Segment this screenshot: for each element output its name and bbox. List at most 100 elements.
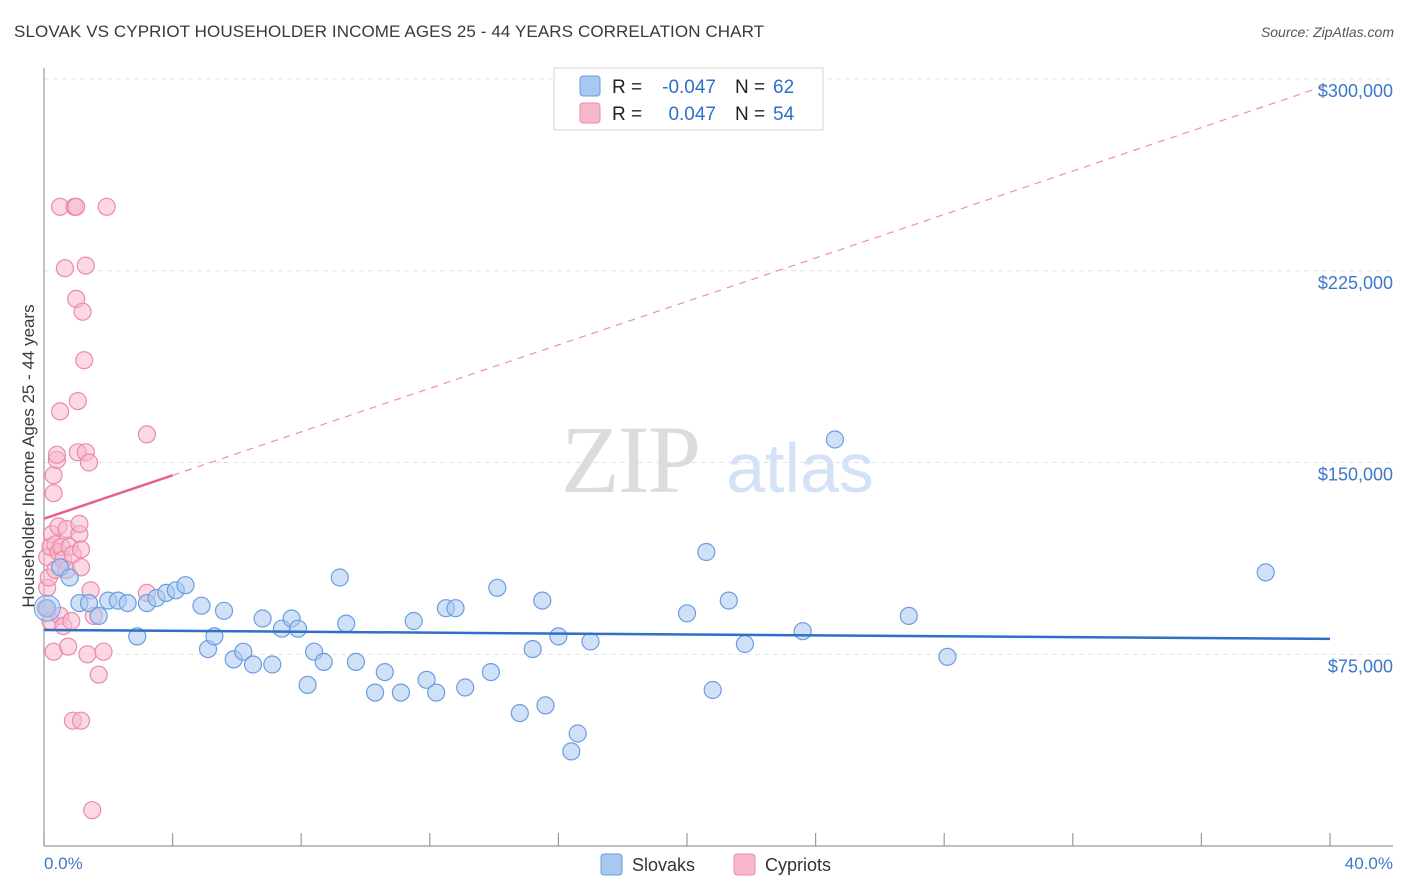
- trend-lines: [43, 83, 1331, 641]
- cypriots-point-40: [73, 302, 92, 321]
- slovaks-point-40: [446, 599, 465, 618]
- cypriots-point-50: [94, 642, 113, 661]
- slovaks-point-38: [427, 683, 446, 702]
- slovaks-point-54: [703, 680, 722, 700]
- bottom-legend-swatch-cypriots: [733, 853, 756, 876]
- slovaks-point-5: [89, 606, 108, 626]
- slovaks-point-49: [562, 742, 581, 761]
- watermark-zip: ZIP: [561, 406, 699, 513]
- slovaks-point-37: [417, 670, 436, 689]
- legend-n-value-1: 62: [773, 77, 794, 98]
- slovaks-point-27: [298, 675, 317, 695]
- slovaks-point-35: [391, 683, 410, 702]
- slovaks-trend-line: [43, 628, 1331, 641]
- slovaks-point-52: [677, 604, 697, 623]
- cypriots-point-8: [44, 466, 63, 485]
- y-tick-label-3: $300,000: [1318, 81, 1393, 101]
- x-tick-label-max: 40.0%: [1345, 854, 1393, 873]
- cypriots-point-9: [44, 484, 63, 503]
- legend-r-label-2: R =: [612, 104, 642, 125]
- cypriots-point-44: [78, 645, 97, 664]
- cypriots-trend-extension: [172, 83, 1331, 476]
- slovaks-point-56: [735, 634, 755, 654]
- slovaks-point-4: [79, 593, 99, 613]
- cypriots-points: [36, 197, 156, 820]
- slovaks-point-47: [536, 696, 555, 715]
- slovaks-point-48: [549, 627, 568, 646]
- slovaks-point-60: [938, 647, 957, 666]
- legend-r-value-1: -0.047: [662, 77, 716, 98]
- legend-swatch-slovaks: [579, 75, 601, 97]
- slovaks-point-53: [697, 542, 716, 562]
- slovaks-point-36: [404, 611, 423, 631]
- slovaks-point-20: [234, 642, 253, 661]
- slovaks-point-22: [253, 609, 272, 628]
- cypriots-point-27: [62, 611, 81, 631]
- slovaks-point-51: [581, 632, 600, 651]
- slovaks-point-32: [346, 652, 365, 672]
- slovaks-point-45: [523, 639, 542, 659]
- chart-title: SLOVAK VS CYPRIOT HOUSEHOLDER INCOME AGE…: [14, 22, 765, 41]
- cypriots-point-33: [68, 392, 87, 411]
- slovaks-point-57: [793, 622, 812, 641]
- slovaks-point-21: [243, 655, 263, 674]
- source-label: Source: ZipAtlas.com: [1260, 24, 1394, 40]
- slovaks-point-42: [481, 662, 500, 682]
- y-axis-label: Householder Income Ages 25 - 44 years: [19, 304, 38, 607]
- slovaks-point-29: [314, 652, 333, 672]
- slovaks-point-30: [330, 568, 349, 587]
- cypriots-point-53: [137, 425, 156, 444]
- cypriots-point-51: [97, 197, 116, 216]
- cypriots-trend-line: [43, 474, 174, 520]
- cypriots-point-45: [79, 453, 99, 472]
- legend-top: R = -0.047 N = 62 R = 0.047 N = 54: [553, 67, 824, 131]
- slovaks-point-9: [128, 627, 147, 646]
- slovaks-point-46: [533, 591, 552, 610]
- y-tick-label-1: $150,000: [1318, 465, 1393, 485]
- cypriots-point-16: [50, 402, 70, 421]
- cypriots-point-13: [47, 445, 67, 464]
- legend-n-label-2: N =: [735, 104, 765, 125]
- y-tick-labels: $75,000 $150,000 $225,000 $300,000: [1318, 81, 1393, 676]
- cypriots-point-49: [89, 665, 108, 684]
- slovaks-point-58: [825, 430, 845, 449]
- bottom-legend-cypriots: Cypriots: [765, 855, 831, 875]
- watermark-atlas: atlas: [726, 429, 874, 507]
- legend-bottom: Slovaks Cypriots: [600, 853, 831, 876]
- slovaks-point-59: [899, 606, 918, 626]
- slovaks-point-31: [337, 614, 356, 633]
- slovaks-point-33: [366, 683, 385, 702]
- slovaks-point-26: [288, 619, 308, 638]
- legend-n-value-2: 54: [773, 104, 795, 125]
- cypriots-point-22: [55, 259, 75, 278]
- slovaks-point-18: [214, 601, 234, 620]
- cypriots-point-36: [70, 514, 89, 534]
- bottom-legend-swatch-slovaks: [600, 853, 623, 876]
- cypriots-point-37: [71, 540, 91, 559]
- legend-n-label-1: N =: [735, 77, 765, 98]
- x-tick-label-min: 0.0%: [44, 854, 83, 873]
- gridlines: [44, 78, 1393, 655]
- slovaks-point-large: [33, 594, 61, 622]
- x-ticks: [43, 833, 1331, 846]
- slovaks-point-44: [510, 703, 529, 723]
- y-tick-label-2: $225,000: [1318, 273, 1393, 293]
- cypriots-point-47: [83, 801, 102, 820]
- cypriots-point-42: [76, 256, 95, 275]
- cypriots-point-31: [67, 197, 86, 216]
- slovaks-points: [33, 430, 1275, 761]
- slovaks-point-2: [60, 568, 79, 587]
- slovaks-point-34: [375, 662, 394, 682]
- y-tick-label-0: $75,000: [1328, 656, 1393, 676]
- cypriots-point-25: [58, 637, 78, 656]
- slovaks-point-23: [263, 655, 282, 674]
- cypriots-point-38: [71, 711, 91, 730]
- slovaks-point-43: [488, 578, 507, 597]
- slovaks-point-50: [568, 724, 587, 743]
- bottom-legend-slovaks: Slovaks: [632, 855, 695, 875]
- slovaks-point-15: [192, 596, 211, 615]
- slovaks-point-14: [176, 576, 195, 595]
- slovaks-point-61: [1256, 563, 1275, 582]
- slovaks-point-55: [719, 591, 738, 610]
